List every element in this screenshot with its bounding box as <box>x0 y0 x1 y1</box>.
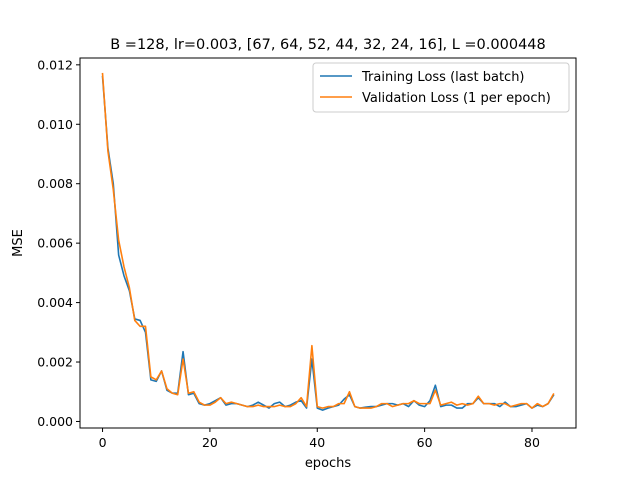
legend-label-training: Training Loss (last batch) <box>361 70 525 85</box>
x-tick-label: 80 <box>524 435 540 450</box>
y-axis: 0.000 0.002 0.004 0.006 0.008 0.010 0.012 <box>37 57 80 429</box>
x-tick-label: 0 <box>99 435 107 450</box>
x-tick-label: 40 <box>309 435 325 450</box>
y-tick-label: 0.004 <box>37 295 73 310</box>
x-axis: 0 20 40 60 80 <box>99 428 540 450</box>
x-tick-label: 20 <box>202 435 218 450</box>
plot-background <box>80 58 576 428</box>
legend-box <box>312 62 570 113</box>
y-tick-label: 0.010 <box>37 117 73 132</box>
x-tick-label: 60 <box>417 435 433 450</box>
validation-loss-line <box>101 72 555 409</box>
x-axis-label: epochs <box>305 456 352 471</box>
chart-title: B =128, lr=0.003, [67, 64, 52, 44, 32, 2… <box>110 37 546 53</box>
y-tick-label: 0.012 <box>37 57 73 72</box>
y-tick-label: 0.008 <box>37 176 73 191</box>
legend: Training Loss (last batch) Validation Lo… <box>312 62 570 113</box>
y-tick-label: 0.002 <box>37 355 73 370</box>
legend-label-validation: Validation Loss (1 per epoch) <box>362 91 551 106</box>
y-axis-label: MSE <box>11 229 26 257</box>
y-tick-label: 0.000 <box>37 414 73 429</box>
plot-area <box>79 57 577 429</box>
series-layer <box>101 72 555 411</box>
y-tick-label: 0.006 <box>37 236 73 251</box>
